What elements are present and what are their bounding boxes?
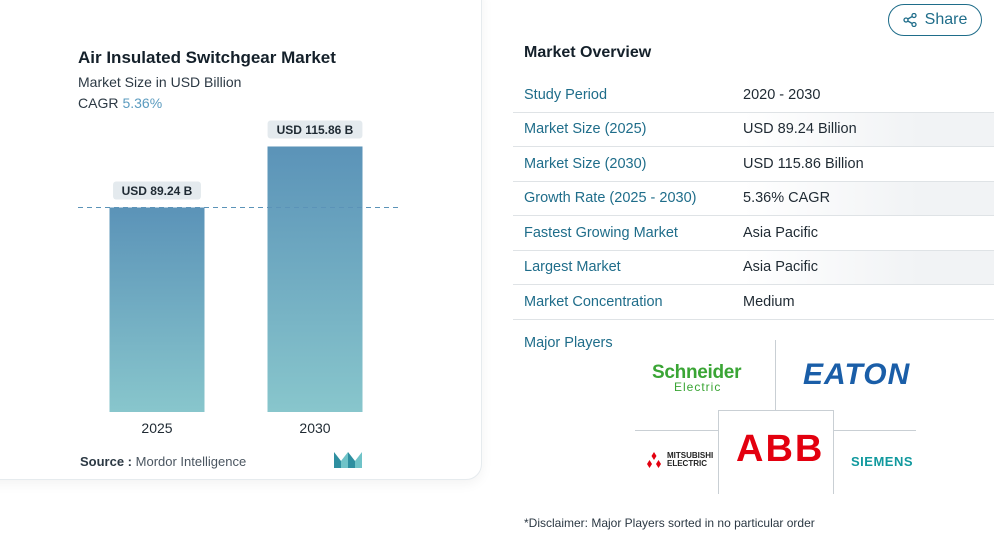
bar-2025	[109, 207, 205, 412]
data-label: USD 115.86 B	[277, 123, 354, 137]
eaton-logo: EATON	[803, 358, 911, 391]
divider	[833, 410, 834, 494]
cagr-value: 5.36%	[122, 95, 163, 111]
source-value: Mordor Intelligence	[135, 454, 247, 469]
overview-table: Study Period 2020 - 2030 Market Size (20…	[513, 78, 994, 320]
cagr-label: CAGR	[78, 95, 119, 111]
row-key[interactable]: Growth Rate (2025 - 2030)	[513, 181, 743, 216]
divider	[833, 430, 916, 431]
chart-subtitle: Market Size in USD Billion	[78, 74, 242, 90]
row-value: Asia Pacific	[743, 215, 994, 251]
cagr-line: CAGR 5.36%	[78, 95, 162, 111]
schneider-electric-logo: Schneider Electric	[652, 362, 741, 394]
chart-title: Air Insulated Switchgear Market	[78, 48, 336, 67]
bar-chart: USD 89.24 B 2025 USD 115.86 B 2030	[78, 120, 398, 436]
row-key[interactable]: Market Concentration	[513, 284, 743, 320]
row-key[interactable]: Fastest Growing Market	[513, 215, 743, 251]
table-row: Study Period 2020 - 2030	[513, 78, 994, 113]
bar-2030	[267, 146, 363, 413]
table-row: Growth Rate (2025 - 2030) 5.36% CAGR	[513, 181, 994, 216]
row-value: 5.36% CAGR	[743, 181, 994, 216]
data-label: USD 89.24 B	[122, 184, 193, 198]
table-row: Market Concentration Medium	[513, 284, 994, 320]
mitsubishi-logo-subtext: ELECTRIC	[667, 459, 707, 468]
row-key[interactable]: Market Size (2030)	[513, 146, 743, 182]
source-line: Source : Mordor Intelligence	[80, 454, 246, 469]
mordor-logo-icon	[334, 452, 362, 468]
row-value: USD 115.86 Billion	[743, 146, 994, 182]
table-row: Market Size (2025) USD 89.24 Billion	[513, 112, 994, 147]
mitsubishi-diamonds-icon	[647, 452, 661, 468]
x-tick-label: 2030	[299, 420, 330, 436]
table-row: Market Size (2030) USD 115.86 Billion	[513, 146, 994, 182]
row-key[interactable]: Market Size (2025)	[513, 112, 743, 147]
siemens-logo: SIEMENS	[851, 454, 914, 469]
divider	[718, 410, 834, 411]
row-key[interactable]: Largest Market	[513, 250, 743, 285]
share-label: Share	[924, 11, 968, 28]
share-icon	[902, 13, 917, 27]
major-players-title[interactable]: Major Players	[524, 335, 613, 351]
mitsubishi-logo-text: MITSUBISHI	[667, 451, 714, 460]
overview-title: Market Overview	[524, 44, 652, 61]
disclaimer-text: *Disclaimer: Major Players sorted in no …	[524, 516, 815, 530]
x-tick-label: 2025	[141, 420, 172, 436]
divider	[775, 340, 776, 410]
row-key[interactable]: Study Period	[513, 78, 743, 113]
schneider-logo-subtext: Electric	[674, 380, 722, 394]
divider	[718, 410, 719, 494]
data-label-bg	[113, 181, 201, 200]
row-value: Medium	[743, 284, 994, 320]
row-value: USD 89.24 Billion	[743, 112, 994, 147]
chart-card	[0, 0, 482, 480]
table-row: Largest Market Asia Pacific	[513, 250, 994, 285]
mitsubishi-electric-logo: MITSUBISHI ELECTRIC	[645, 452, 713, 468]
abb-logo: ABB	[736, 428, 825, 470]
divider	[635, 430, 719, 431]
share-button[interactable]: Share	[888, 4, 982, 36]
data-label-bg	[267, 120, 363, 139]
row-value: Asia Pacific	[743, 250, 994, 285]
row-value: 2020 - 2030	[743, 78, 994, 113]
source-label: Source :	[80, 454, 133, 469]
schneider-logo-text: Schneider	[652, 362, 742, 383]
table-row: Fastest Growing Market Asia Pacific	[513, 215, 994, 251]
